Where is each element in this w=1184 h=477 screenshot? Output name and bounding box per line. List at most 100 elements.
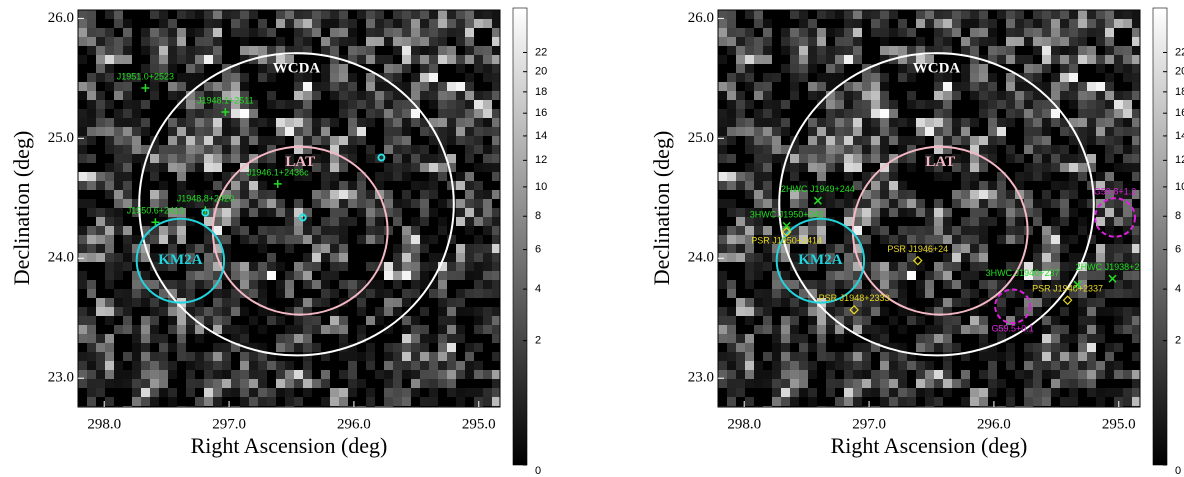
map-texture [727, 19, 736, 28]
map-texture [240, 181, 249, 190]
map-texture [826, 64, 835, 73]
map-texture [105, 262, 114, 271]
map-texture [754, 181, 763, 190]
map-texture [258, 361, 267, 370]
map-texture [96, 55, 105, 64]
map-texture [303, 280, 312, 289]
map-texture [817, 55, 826, 64]
map-texture [114, 10, 123, 19]
map-texture [1123, 118, 1132, 127]
map-texture [934, 397, 943, 406]
map-texture [339, 91, 348, 100]
map-texture [1096, 100, 1105, 109]
map-texture [1060, 73, 1069, 82]
map-texture [231, 145, 240, 154]
map-texture [754, 370, 763, 379]
map-texture [835, 271, 844, 280]
map-texture [988, 91, 997, 100]
map-texture [934, 10, 943, 19]
map-texture [366, 262, 375, 271]
map-texture [790, 370, 799, 379]
map-texture [249, 379, 258, 388]
map-texture [988, 181, 997, 190]
map-texture [249, 136, 258, 145]
map-texture [889, 127, 898, 136]
map-texture [267, 316, 276, 325]
map-texture [1105, 55, 1114, 64]
map-texture [736, 172, 745, 181]
map-texture [871, 145, 880, 154]
map-texture [465, 181, 474, 190]
map-texture [1114, 343, 1123, 352]
map-texture [889, 163, 898, 172]
map-texture [970, 388, 979, 397]
map-texture [826, 118, 835, 127]
map-texture [312, 82, 321, 91]
map-texture [132, 289, 141, 298]
map-texture [141, 316, 150, 325]
map-texture [159, 307, 168, 316]
map-texture [997, 199, 1006, 208]
map-texture [1114, 307, 1123, 316]
map-texture [1069, 100, 1078, 109]
map-texture [1087, 379, 1096, 388]
map-texture [997, 352, 1006, 361]
map-texture [970, 64, 979, 73]
map-texture [1105, 217, 1114, 226]
map-texture [961, 379, 970, 388]
map-texture [952, 82, 961, 91]
map-texture [1060, 343, 1069, 352]
map-texture [1096, 334, 1105, 343]
map-texture [1006, 28, 1015, 37]
map-texture [745, 280, 754, 289]
map-texture [303, 217, 312, 226]
map-texture [159, 388, 168, 397]
map-texture [727, 136, 736, 145]
map-texture [754, 136, 763, 145]
map-texture [952, 379, 961, 388]
map-texture [411, 199, 420, 208]
map-texture [1033, 379, 1042, 388]
map-texture [1123, 46, 1132, 55]
map-texture [348, 136, 357, 145]
map-texture [1087, 55, 1096, 64]
map-texture [880, 361, 889, 370]
map-texture [862, 325, 871, 334]
map-texture [474, 253, 483, 262]
map-texture [979, 397, 988, 406]
map-texture [438, 325, 447, 334]
map-texture [1006, 19, 1015, 28]
map-texture [168, 91, 177, 100]
map-texture [1087, 100, 1096, 109]
map-texture [943, 226, 952, 235]
map-texture [420, 361, 429, 370]
map-texture [889, 118, 898, 127]
map-texture [294, 226, 303, 235]
map-texture [844, 10, 853, 19]
map-texture [1006, 73, 1015, 82]
map-texture [402, 127, 411, 136]
map-texture [132, 370, 141, 379]
map-texture [880, 397, 889, 406]
map-texture [1024, 118, 1033, 127]
map-texture [727, 100, 736, 109]
map-texture [420, 10, 429, 19]
map-texture [438, 217, 447, 226]
map-texture [853, 397, 862, 406]
map-texture [339, 163, 348, 172]
map-texture [78, 145, 87, 154]
map-texture [1087, 46, 1096, 55]
map-texture [303, 253, 312, 262]
map-texture [970, 181, 979, 190]
map-texture [222, 289, 231, 298]
map-texture [213, 352, 222, 361]
map-texture [790, 64, 799, 73]
map-texture [213, 154, 222, 163]
map-texture [159, 46, 168, 55]
map-texture [123, 298, 132, 307]
map-texture [745, 343, 754, 352]
map-texture [375, 100, 384, 109]
map-texture [997, 55, 1006, 64]
map-texture [808, 361, 817, 370]
map-texture [258, 118, 267, 127]
